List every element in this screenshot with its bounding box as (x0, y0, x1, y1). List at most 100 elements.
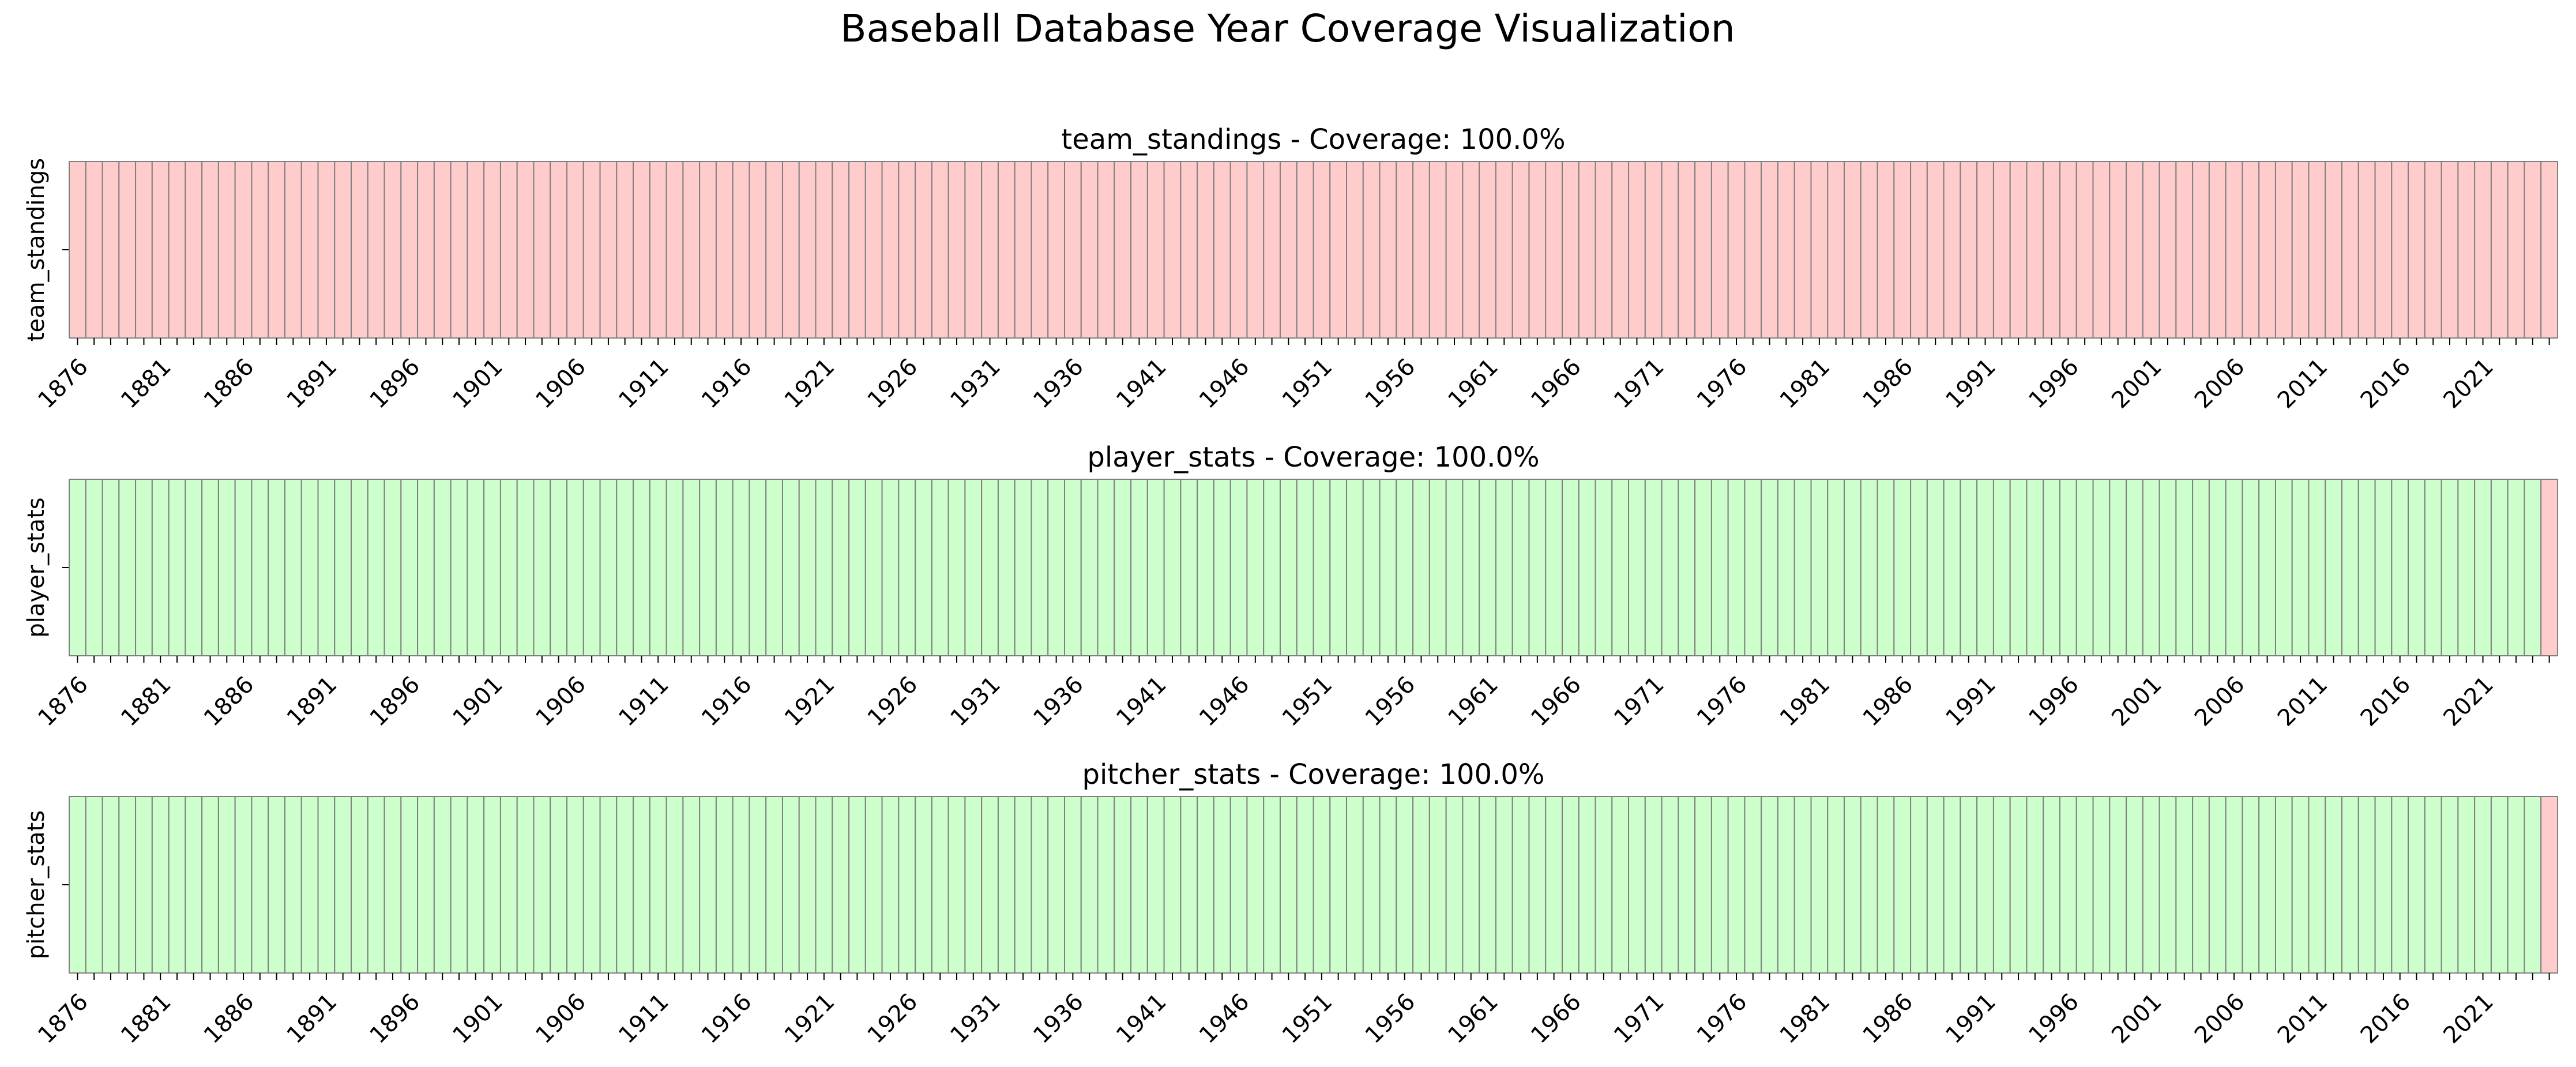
year-cell-1993 (2009, 796, 2028, 974)
year-cell-2001 (2142, 161, 2160, 339)
year-cell-1931 (981, 479, 999, 656)
year-cell-1995 (2043, 479, 2061, 656)
year-cell-1934 (1031, 796, 1049, 974)
year-cell-1890 (300, 479, 319, 656)
x-tick-label: 1966 (1526, 354, 1586, 414)
year-cell-2018 (2424, 161, 2442, 339)
year-cell-1939 (1114, 161, 1132, 339)
year-cell-1915 (715, 796, 734, 974)
year-cell-2000 (2126, 479, 2143, 656)
year-cell-1919 (781, 161, 800, 339)
year-cell-2024 (2524, 161, 2542, 339)
year-cell-1959 (1445, 796, 1464, 974)
year-cell-1962 (1495, 796, 1513, 974)
x-tick-label: 2006 (2190, 671, 2250, 732)
year-cell-1997 (2075, 479, 2094, 656)
year-cell-2011 (2308, 796, 2326, 974)
year-cell-1914 (699, 161, 717, 339)
year-cell-2014 (2357, 161, 2376, 339)
year-cell-1956 (1396, 161, 1414, 339)
year-cell-1988 (1926, 796, 1945, 974)
year-cell-1948 (1263, 161, 1281, 339)
year-cell-1995 (2043, 796, 2061, 974)
year-cell-1912 (665, 161, 684, 339)
year-cell-1916 (732, 796, 750, 974)
year-cell-1974 (1694, 796, 1712, 974)
year-cell-1956 (1396, 796, 1414, 974)
year-cell-1937 (1080, 479, 1099, 656)
x-tick-label: 1951 (1277, 354, 1338, 414)
year-cell-1934 (1031, 479, 1049, 656)
year-cell-1889 (284, 161, 302, 339)
year-cell-1954 (1362, 796, 1381, 974)
year-cell-1880 (135, 796, 153, 974)
year-cell-1883 (185, 796, 203, 974)
year-cell-1945 (1213, 796, 1231, 974)
year-cell-1977 (1744, 796, 1762, 974)
year-cell-1977 (1744, 161, 1762, 339)
year-cell-1988 (1926, 479, 1945, 656)
year-cell-1979 (1777, 796, 1795, 974)
x-tick-label: 1931 (945, 989, 1006, 1049)
year-cell-1973 (1678, 479, 1696, 656)
year-cell-1950 (1296, 796, 1314, 974)
x-tick-label: 1876 (33, 354, 93, 414)
x-tick-label: 1896 (365, 354, 426, 414)
year-cell-1978 (1761, 479, 1778, 656)
x-tick-label: 1996 (2024, 354, 2084, 414)
year-cell-2005 (2208, 796, 2227, 974)
year-cell-2023 (2507, 161, 2525, 339)
x-tick-label: 2016 (2356, 671, 2416, 732)
year-cell-1878 (101, 479, 120, 656)
year-cell-2008 (2258, 479, 2276, 656)
year-cell-1978 (1761, 161, 1778, 339)
year-cell-1918 (765, 161, 783, 339)
year-cell-1895 (383, 796, 402, 974)
panel-pitcher_stats: pitcher_stats - Coverage: 100.0% pitcher_… (23, 758, 2559, 1049)
x-tick-label: 1931 (945, 354, 1006, 414)
year-cell-1991 (1976, 479, 1994, 656)
year-cell-1926 (898, 479, 916, 656)
year-cell-2002 (2158, 796, 2177, 974)
year-cell-1942 (1163, 161, 1182, 339)
year-cell-1909 (616, 161, 634, 339)
year-cell-1925 (881, 161, 900, 339)
year-cell-1908 (599, 161, 618, 339)
year-cell-1996 (2059, 161, 2077, 339)
x-tick-label: 1896 (365, 989, 426, 1049)
year-cell-1958 (1428, 479, 1447, 656)
year-cell-1883 (185, 479, 203, 656)
year-cell-1992 (1992, 479, 2011, 656)
year-cell-1913 (682, 161, 701, 339)
year-cell-1948 (1263, 796, 1281, 974)
year-cell-1950 (1296, 161, 1314, 339)
year-cell-2007 (2242, 161, 2260, 339)
year-cell-1938 (1097, 161, 1115, 339)
year-cell-1914 (699, 796, 717, 974)
year-cell-1929 (947, 796, 966, 974)
year-cell-1946 (1229, 479, 1248, 656)
year-cell-1882 (168, 161, 186, 339)
x-tick-label: 2011 (2273, 671, 2333, 732)
year-cell-2003 (2175, 479, 2194, 656)
year-cell-1969 (1611, 479, 1630, 656)
year-cell-1926 (898, 161, 916, 339)
year-cell-1994 (2026, 161, 2044, 339)
x-tick-label: 1911 (614, 354, 674, 414)
year-cell-1906 (566, 796, 584, 974)
x-tick-label: 1916 (697, 989, 757, 1049)
year-cell-1889 (284, 796, 302, 974)
year-cell-1917 (749, 479, 767, 656)
year-cell-1891 (317, 796, 336, 974)
x-tick-label: 1911 (614, 989, 674, 1049)
year-cell-2016 (2391, 161, 2409, 339)
year-cell-1994 (2026, 796, 2044, 974)
year-cell-1966 (1562, 479, 1580, 656)
year-cell-1897 (417, 161, 435, 339)
year-cell-1991 (1976, 796, 1994, 974)
year-cell-2003 (2175, 796, 2194, 974)
year-cell-1960 (1462, 479, 1480, 656)
year-cell-1969 (1611, 161, 1630, 339)
year-cell-1956 (1396, 479, 1414, 656)
